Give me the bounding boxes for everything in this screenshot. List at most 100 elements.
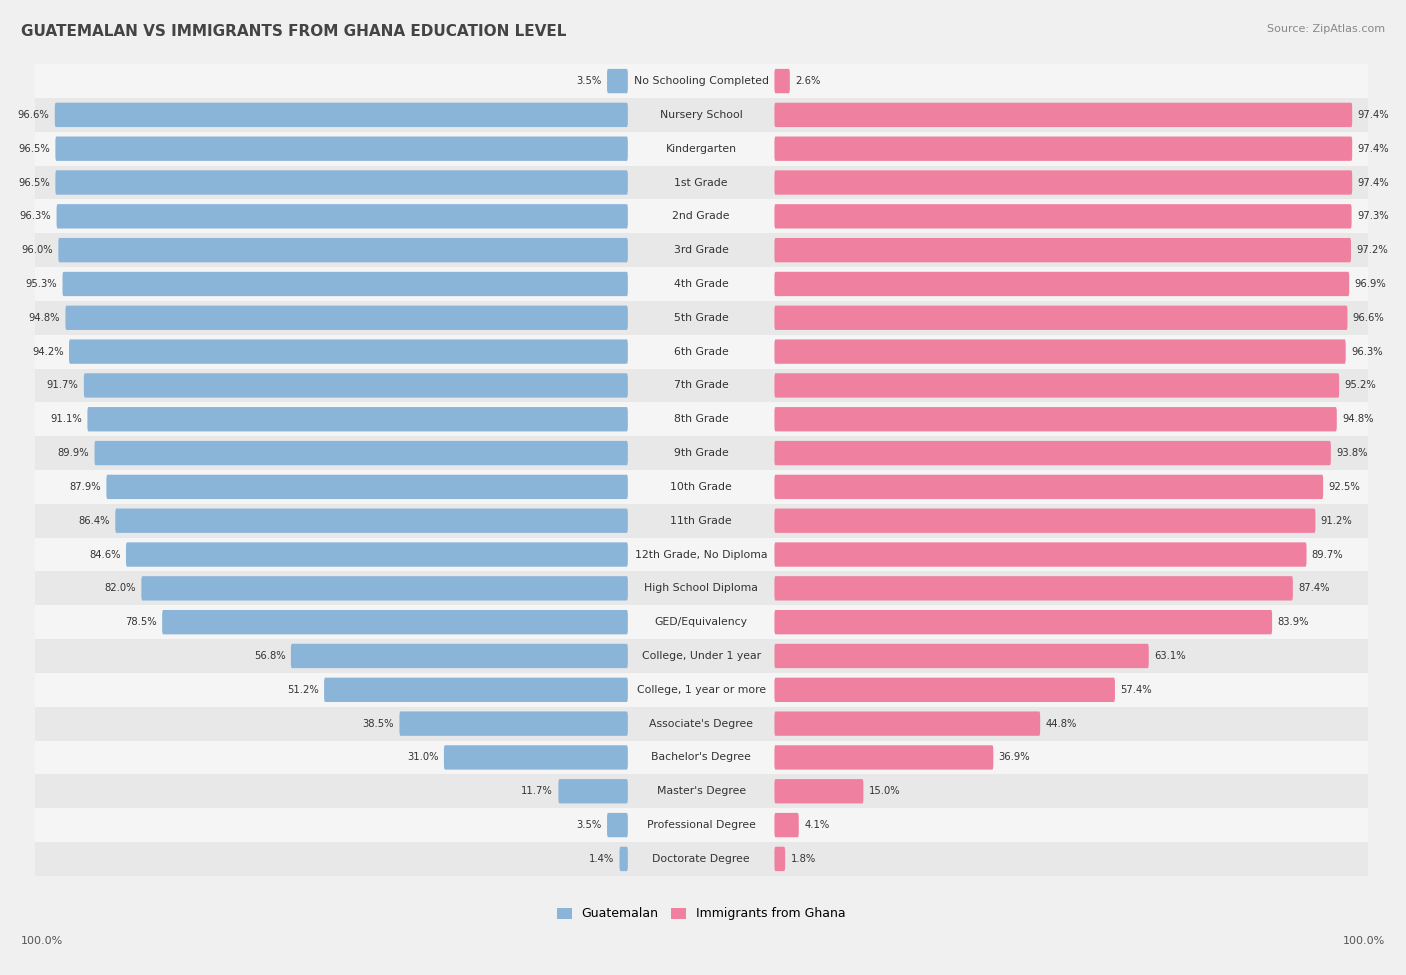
Text: 2nd Grade: 2nd Grade	[672, 212, 730, 221]
FancyBboxPatch shape	[55, 102, 628, 127]
Text: 91.2%: 91.2%	[1320, 516, 1353, 526]
Text: 78.5%: 78.5%	[125, 617, 157, 627]
FancyBboxPatch shape	[775, 238, 1351, 262]
FancyBboxPatch shape	[775, 644, 1149, 668]
Bar	[35, 470, 1368, 504]
Text: High School Diploma: High School Diploma	[644, 583, 758, 594]
Text: 5th Grade: 5th Grade	[673, 313, 728, 323]
Text: 1st Grade: 1st Grade	[675, 177, 728, 187]
FancyBboxPatch shape	[775, 712, 1040, 736]
Text: 97.4%: 97.4%	[1358, 177, 1389, 187]
FancyBboxPatch shape	[107, 475, 628, 499]
Text: 10th Grade: 10th Grade	[671, 482, 733, 492]
Bar	[35, 571, 1368, 605]
FancyBboxPatch shape	[775, 408, 1337, 431]
FancyBboxPatch shape	[775, 576, 1294, 601]
Bar	[35, 369, 1368, 403]
Text: 7th Grade: 7th Grade	[673, 380, 728, 390]
FancyBboxPatch shape	[775, 373, 1339, 398]
FancyBboxPatch shape	[558, 779, 628, 803]
Text: 95.3%: 95.3%	[25, 279, 58, 289]
Text: 15.0%: 15.0%	[869, 786, 900, 797]
FancyBboxPatch shape	[142, 576, 628, 601]
FancyBboxPatch shape	[775, 204, 1351, 228]
Bar	[35, 436, 1368, 470]
Text: 94.8%: 94.8%	[28, 313, 60, 323]
Bar	[35, 132, 1368, 166]
FancyBboxPatch shape	[775, 305, 1347, 330]
Text: 96.3%: 96.3%	[20, 212, 51, 221]
Text: 97.4%: 97.4%	[1358, 110, 1389, 120]
Text: 96.9%: 96.9%	[1354, 279, 1386, 289]
Text: 56.8%: 56.8%	[254, 651, 285, 661]
Text: 12th Grade, No Diploma: 12th Grade, No Diploma	[636, 550, 768, 560]
Bar	[35, 537, 1368, 571]
Bar	[35, 403, 1368, 436]
Text: 31.0%: 31.0%	[408, 753, 439, 762]
Bar	[35, 842, 1368, 876]
Bar	[35, 267, 1368, 301]
FancyBboxPatch shape	[775, 136, 1353, 161]
FancyBboxPatch shape	[94, 441, 628, 465]
FancyBboxPatch shape	[775, 542, 1306, 566]
Text: 9th Grade: 9th Grade	[673, 448, 728, 458]
Bar	[35, 166, 1368, 200]
FancyBboxPatch shape	[775, 171, 1353, 195]
Text: 38.5%: 38.5%	[363, 719, 394, 728]
Text: 11.7%: 11.7%	[522, 786, 553, 797]
Text: 86.4%: 86.4%	[79, 516, 110, 526]
Text: 82.0%: 82.0%	[104, 583, 136, 594]
Text: 3.5%: 3.5%	[576, 76, 602, 86]
Text: 97.2%: 97.2%	[1357, 245, 1388, 255]
FancyBboxPatch shape	[775, 813, 799, 838]
Text: 94.2%: 94.2%	[32, 346, 63, 357]
Text: 63.1%: 63.1%	[1154, 651, 1185, 661]
Text: 91.7%: 91.7%	[46, 380, 79, 390]
FancyBboxPatch shape	[775, 509, 1316, 533]
FancyBboxPatch shape	[775, 339, 1346, 364]
FancyBboxPatch shape	[56, 204, 628, 228]
FancyBboxPatch shape	[444, 745, 628, 769]
FancyBboxPatch shape	[607, 813, 628, 838]
Text: 100.0%: 100.0%	[1343, 936, 1385, 946]
FancyBboxPatch shape	[55, 171, 628, 195]
Text: College, Under 1 year: College, Under 1 year	[641, 651, 761, 661]
Text: 3rd Grade: 3rd Grade	[673, 245, 728, 255]
FancyBboxPatch shape	[55, 136, 628, 161]
FancyBboxPatch shape	[775, 441, 1331, 465]
FancyBboxPatch shape	[620, 846, 628, 871]
Text: 2.6%: 2.6%	[796, 76, 821, 86]
Text: 1.4%: 1.4%	[589, 854, 614, 864]
Text: 11th Grade: 11th Grade	[671, 516, 733, 526]
Text: 1.8%: 1.8%	[790, 854, 815, 864]
FancyBboxPatch shape	[775, 102, 1353, 127]
Legend: Guatemalan, Immigrants from Ghana: Guatemalan, Immigrants from Ghana	[551, 903, 851, 925]
Text: Nursery School: Nursery School	[659, 110, 742, 120]
FancyBboxPatch shape	[607, 69, 628, 94]
Text: 93.8%: 93.8%	[1336, 448, 1368, 458]
Text: 96.5%: 96.5%	[18, 177, 51, 187]
FancyBboxPatch shape	[775, 779, 863, 803]
Bar	[35, 808, 1368, 842]
Text: GUATEMALAN VS IMMIGRANTS FROM GHANA EDUCATION LEVEL: GUATEMALAN VS IMMIGRANTS FROM GHANA EDUC…	[21, 24, 567, 39]
FancyBboxPatch shape	[87, 408, 628, 431]
FancyBboxPatch shape	[775, 745, 993, 769]
Text: No Schooling Completed: No Schooling Completed	[634, 76, 769, 86]
FancyBboxPatch shape	[69, 339, 628, 364]
Bar	[35, 98, 1368, 132]
Text: 96.5%: 96.5%	[18, 143, 51, 154]
Text: Bachelor's Degree: Bachelor's Degree	[651, 753, 751, 762]
Text: 100.0%: 100.0%	[21, 936, 63, 946]
Text: 94.8%: 94.8%	[1343, 414, 1374, 424]
FancyBboxPatch shape	[162, 610, 628, 635]
FancyBboxPatch shape	[775, 846, 785, 871]
Text: Professional Degree: Professional Degree	[647, 820, 755, 830]
FancyBboxPatch shape	[66, 305, 628, 330]
Text: 8th Grade: 8th Grade	[673, 414, 728, 424]
Text: 91.1%: 91.1%	[51, 414, 82, 424]
Text: 44.8%: 44.8%	[1046, 719, 1077, 728]
Text: 51.2%: 51.2%	[287, 684, 319, 695]
Bar	[35, 233, 1368, 267]
FancyBboxPatch shape	[399, 712, 628, 736]
Text: 95.2%: 95.2%	[1344, 380, 1376, 390]
